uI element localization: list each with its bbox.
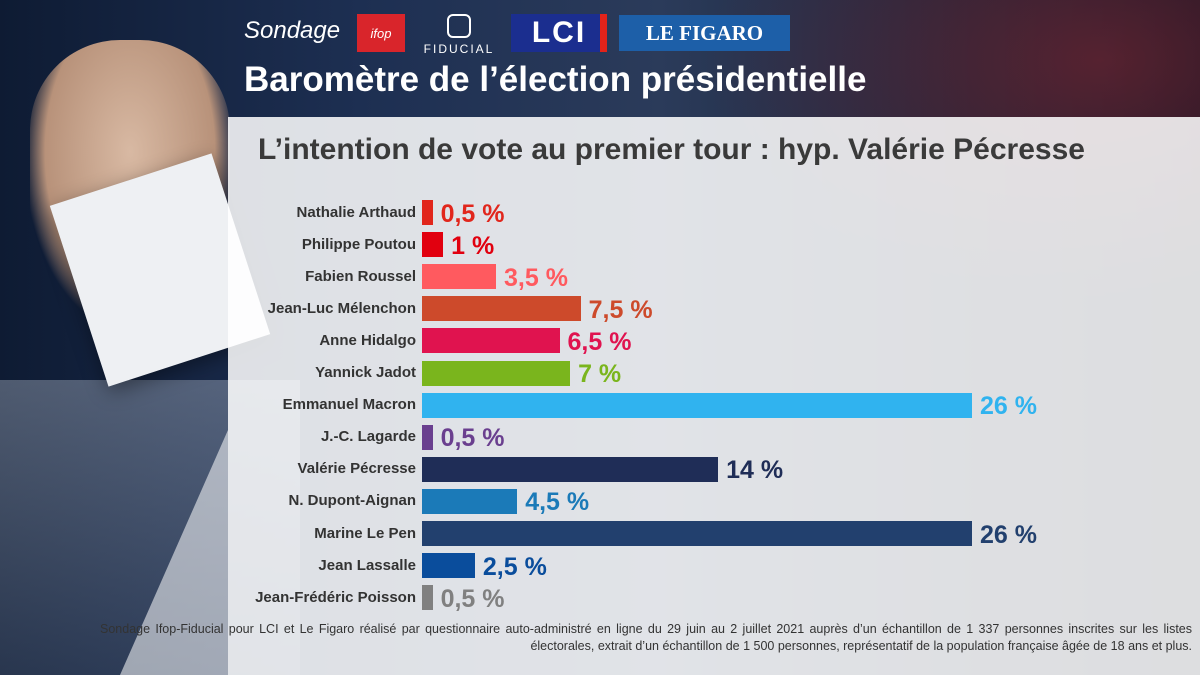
bar	[422, 585, 433, 611]
category-label: Jean Lassalle	[318, 556, 416, 574]
category-label: Yannick Jadot	[315, 364, 416, 381]
data-label: 0,5 %	[440, 424, 505, 453]
bar	[422, 521, 972, 546]
lci-logo-stripe	[600, 14, 607, 52]
bar	[422, 328, 560, 354]
data-label: 7,5 %	[588, 295, 653, 324]
data-label: 2,5 %	[482, 552, 547, 581]
bar	[422, 232, 444, 258]
category-label: Jean-Frédéric Poisson	[255, 588, 416, 606]
data-label: 7 %	[578, 360, 622, 388]
bar	[422, 553, 475, 579]
category-label: Fabien Roussel	[305, 267, 416, 285]
bar	[422, 488, 518, 514]
sondage-label: Sondage	[244, 17, 341, 44]
category-label: Nathalie Arthaud	[296, 203, 416, 221]
fiducial-mark-icon	[447, 14, 471, 38]
lci-logo: LCI	[511, 14, 607, 52]
bar	[422, 424, 433, 450]
data-label: 1 %	[451, 231, 495, 260]
category-label: Jean-Luc Mélenchon	[267, 299, 416, 317]
data-label: 26 %	[980, 520, 1037, 549]
figaro-logo: LE FIGARO	[619, 15, 790, 51]
category-label: Emmanuel Macron	[282, 396, 416, 414]
data-label: 0,5 %	[440, 199, 505, 228]
data-label: 26 %	[980, 392, 1037, 421]
category-label: Valérie Pécresse	[297, 460, 416, 478]
category-label: Marine Le Pen	[314, 524, 416, 542]
category-label: J.-C. Lagarde	[320, 428, 416, 446]
header: Sondage ifop FIDUCIAL LCI LE FIGARO Baro…	[0, 0, 1200, 110]
category-label: Anne Hidalgo	[319, 331, 416, 349]
category-label: Philippe Poutou	[301, 235, 416, 253]
chart-title: L’intention de vote au premier tour : hy…	[258, 133, 1085, 166]
fiducial-logo: FIDUCIAL	[416, 14, 502, 56]
bar	[422, 264, 497, 290]
bar	[422, 360, 571, 386]
bar	[422, 200, 433, 225]
data-label: 0,5 %	[440, 584, 505, 613]
lci-logo-text: LCI	[531, 16, 587, 49]
page-title: Baromètre de l’élection présidentielle	[244, 60, 867, 99]
footnote: Sondage Ifop-Fiducial pour LCI et Le Fig…	[100, 622, 1192, 653]
bar	[422, 392, 972, 418]
bar	[422, 456, 719, 482]
ifop-logo: ifop	[357, 14, 405, 52]
data-label: 3,5 %	[504, 263, 568, 292]
data-label: 14 %	[726, 456, 784, 485]
data-label: 4,5 %	[525, 488, 590, 517]
bar	[422, 296, 581, 322]
fiducial-logo-text: FIDUCIAL	[423, 42, 495, 56]
data-label: 6,5 %	[567, 327, 632, 356]
category-label: N. Dupont-Aignan	[288, 492, 416, 510]
